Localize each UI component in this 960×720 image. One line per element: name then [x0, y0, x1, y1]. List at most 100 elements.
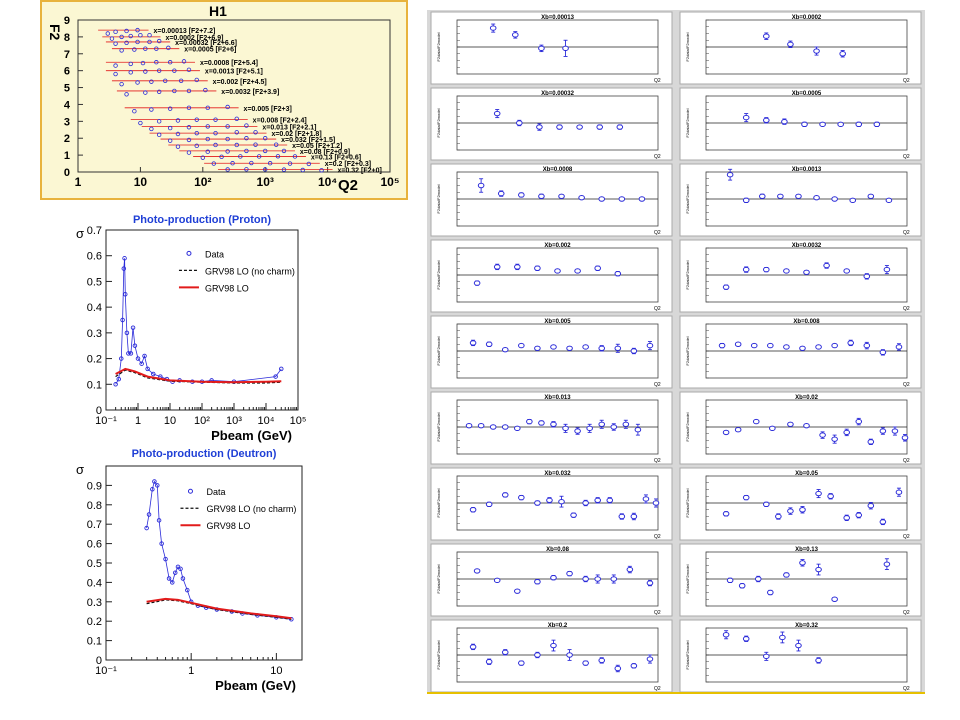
- data-point: [638, 196, 646, 202]
- data-point: [113, 29, 118, 35]
- panel-y-label: F2data/F2model: [436, 488, 441, 517]
- data-point: [582, 344, 589, 350]
- data-point: [497, 190, 505, 197]
- data-point: [518, 192, 525, 198]
- x-tick-label: 10³: [226, 415, 242, 427]
- data-point: [128, 33, 133, 39]
- data-point: [718, 342, 726, 349]
- panel-y-label: F2data/F2model: [436, 564, 441, 593]
- data-point: [614, 270, 622, 277]
- data-point: [473, 280, 481, 286]
- y-tick-label: 1: [64, 150, 70, 162]
- data-point: [501, 346, 509, 353]
- series-label: x=0.0005 [F2+6]: [184, 47, 236, 54]
- y-tick-label: 5: [64, 83, 70, 95]
- data-point: [767, 589, 774, 596]
- data-point: [614, 345, 622, 351]
- data-point: [234, 142, 239, 148]
- data-point: [779, 634, 786, 641]
- x-tick-label: 10²: [194, 415, 210, 427]
- data-point: [879, 519, 887, 525]
- data-point: [763, 117, 770, 124]
- data-point: [598, 196, 606, 202]
- data-point: [734, 341, 742, 347]
- data-point: [306, 161, 312, 167]
- data-point: [879, 428, 887, 434]
- data-point: [546, 497, 553, 503]
- panel-x-label: Q2: [654, 230, 661, 236]
- data-point: [799, 560, 806, 566]
- legend-data-label: Data: [205, 249, 224, 259]
- panel-x-label: Q2: [654, 154, 661, 160]
- data-point: [489, 25, 497, 31]
- panel-background: [679, 619, 922, 693]
- data-point: [166, 45, 171, 51]
- data-point: [194, 143, 199, 149]
- panel-y-label: F2data/F2model: [685, 108, 690, 137]
- panel-background: [679, 11, 922, 85]
- data-point: [205, 124, 210, 129]
- data-point: [574, 268, 581, 274]
- data-point: [213, 130, 218, 136]
- data-point: [646, 342, 654, 349]
- series-label: x=0.13 [F2+0.6]: [311, 154, 361, 161]
- data-point: [815, 657, 822, 664]
- panel-x-label: Q2: [903, 458, 910, 464]
- data-point: [132, 108, 137, 114]
- x-tick-label: 10⁴: [318, 175, 337, 189]
- panel-background: [430, 87, 673, 161]
- data-point: [630, 348, 638, 354]
- data-point: [147, 33, 152, 38]
- x-tick-label: 10⁵: [290, 415, 307, 427]
- data-point: [178, 566, 183, 572]
- data-point: [225, 104, 230, 110]
- x-axis-label: Q2: [338, 177, 358, 194]
- data-point: [867, 193, 875, 200]
- data-point: [576, 124, 583, 130]
- data-point: [149, 79, 154, 84]
- data-point: [750, 342, 758, 349]
- y-tick-label: 0.6: [87, 251, 102, 263]
- data-point: [594, 497, 601, 503]
- data-point: [855, 121, 863, 128]
- data-point: [783, 268, 790, 274]
- data-point: [849, 197, 857, 204]
- x-tick-label: 10: [134, 175, 148, 189]
- data-point: [172, 68, 177, 73]
- data-point: [550, 642, 557, 649]
- data-point: [186, 150, 192, 155]
- data-point: [538, 45, 545, 52]
- data-point: [578, 194, 585, 201]
- series-label: x=0.032 [F2+1.5]: [281, 137, 335, 144]
- data-point: [135, 27, 140, 33]
- data-point: [244, 148, 249, 154]
- data-point: [562, 45, 569, 52]
- series-label: x=0.002 [F2+4.5]: [213, 79, 267, 86]
- panel-y-label: F2data/F2model: [436, 412, 441, 441]
- data-point: [763, 33, 770, 39]
- x-tick-label: 10: [270, 665, 282, 677]
- data-point: [891, 428, 899, 434]
- y-tick-label: 4: [64, 99, 71, 111]
- data-point: [281, 148, 287, 154]
- data-point: [469, 644, 477, 650]
- plot-frame: [105, 465, 303, 661]
- data-point: [883, 266, 891, 273]
- panel-y-label: F2data/F2model: [685, 488, 690, 517]
- data-point: [738, 583, 746, 589]
- data-point: [205, 105, 210, 111]
- data-point: [477, 182, 485, 189]
- data-point: [244, 167, 249, 172]
- data-point: [813, 48, 820, 54]
- data-point: [839, 51, 846, 57]
- panel-label: Xb=0.0002: [792, 15, 822, 21]
- data-point: [267, 161, 273, 166]
- data-point: [516, 120, 523, 126]
- data-point: [172, 88, 177, 94]
- panel-x-label: Q2: [654, 534, 661, 540]
- data-point: [124, 40, 129, 45]
- chart-title: Photo-production (Deutron): [132, 448, 277, 460]
- data-point: [879, 349, 887, 356]
- data-point: [526, 418, 533, 425]
- data-point: [501, 492, 509, 498]
